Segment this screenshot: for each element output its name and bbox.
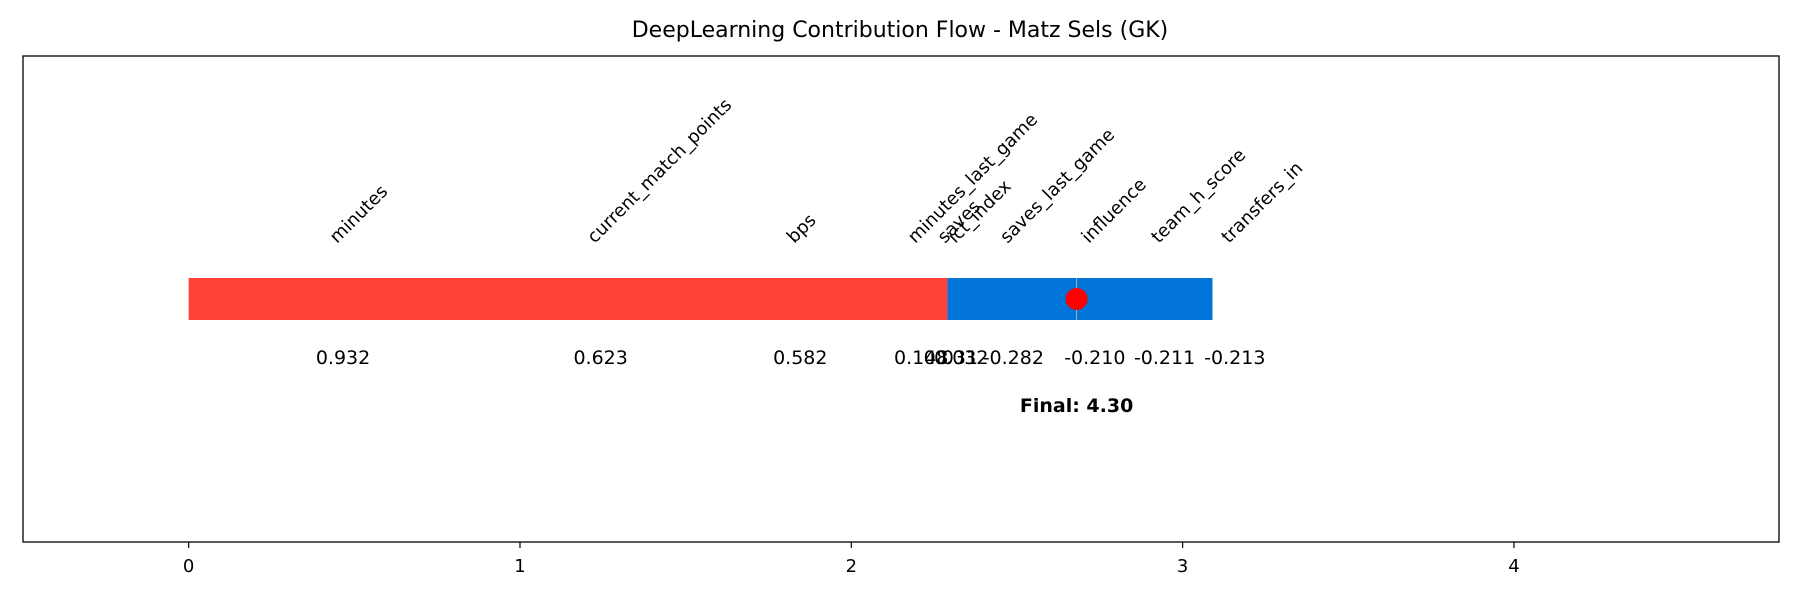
x-tick-label: 4 bbox=[1508, 556, 1519, 577]
final-marker bbox=[1065, 288, 1088, 310]
feature-value-label: 0.148 bbox=[894, 347, 948, 369]
positive-contribution-bar bbox=[188, 278, 948, 320]
feature-label: minutes bbox=[326, 181, 392, 247]
feature-value-label: -0.282 bbox=[983, 347, 1044, 369]
chart-title: DeepLearning Contribution Flow - Matz Se… bbox=[631, 18, 1169, 43]
feature-label: bps bbox=[783, 210, 821, 248]
feature-value-label: -0.211 bbox=[1134, 347, 1195, 369]
x-tick-label: 3 bbox=[1177, 556, 1188, 577]
feature-value-label: 0.031 bbox=[924, 347, 978, 369]
final-label: Final: 4.30 bbox=[1020, 395, 1133, 417]
plot-frame bbox=[22, 55, 1780, 543]
feature-label: influence bbox=[1078, 174, 1151, 247]
feature-value-label: 0.032 bbox=[934, 347, 988, 369]
x-tick-label: 0 bbox=[183, 556, 194, 577]
feature-value-label: 0.932 bbox=[316, 347, 370, 369]
feature-value-label: -0.213 bbox=[1204, 347, 1265, 369]
feature-value-label: 0.582 bbox=[773, 347, 827, 369]
feature-value-label: -0.210 bbox=[1064, 347, 1125, 369]
feature-value-label: 0.623 bbox=[573, 347, 627, 369]
x-tick-label: 1 bbox=[514, 556, 525, 577]
x-tick-label: 2 bbox=[846, 556, 857, 577]
feature-label: current_match_points bbox=[583, 95, 736, 248]
